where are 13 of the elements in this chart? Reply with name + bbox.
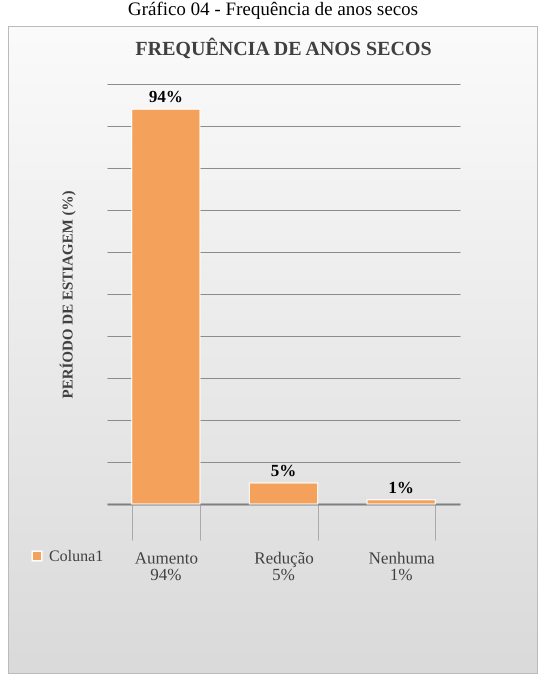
x-tick-label: Aumento [134, 548, 198, 568]
data-label: 1% [390, 565, 413, 584]
y-axis-title: PERÍODO DE ESTIAGEM (%) [60, 190, 76, 398]
data-label: 94% [150, 565, 182, 584]
legend-label: Coluna1 [49, 548, 104, 565]
text: 1% [388, 478, 414, 497]
text: Gráfico 04 - Frequência de anos secos [126, 0, 420, 22]
x-tick-label: Redução [254, 548, 314, 568]
x-tick-label: Nenhuma [368, 548, 436, 568]
text: 5% [270, 461, 296, 480]
chart-title: FREQUÊNCIA DE ANOS SECOS [135, 37, 432, 60]
text: 94% [148, 87, 183, 106]
data-label: 5% [272, 565, 295, 584]
